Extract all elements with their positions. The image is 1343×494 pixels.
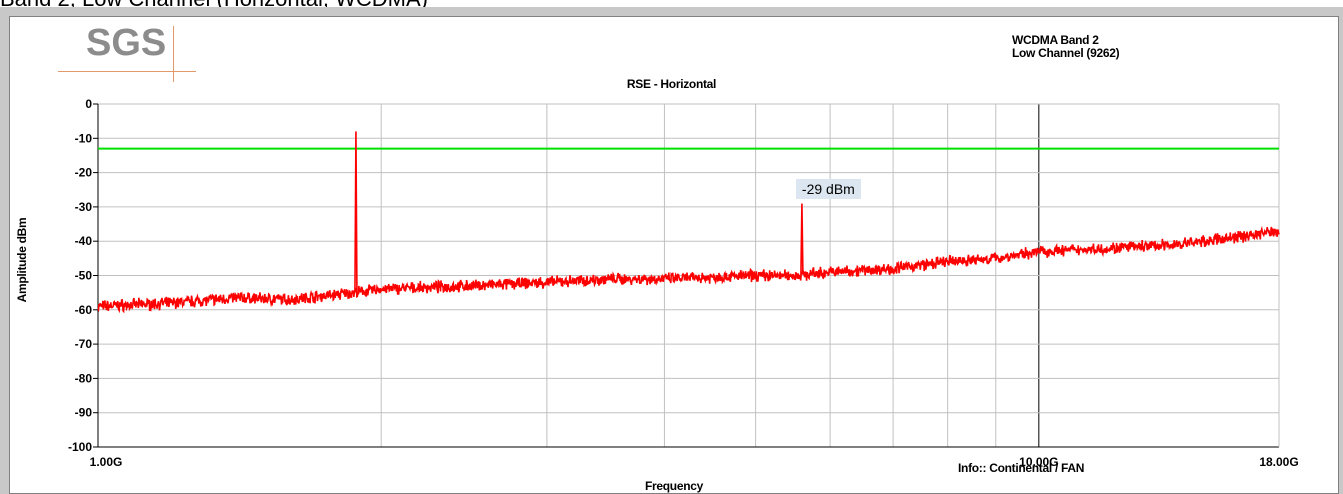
measurement-trace [97,225,1280,314]
y-tick-label: -100 [68,440,92,454]
peak-annotation: -29 dBm [795,179,861,200]
logo-rule-vertical [173,26,174,82]
figure-caption: Band 2, Low Channel (Horizontal, WCDMA) [0,0,428,12]
chart-panel [9,16,1339,494]
y-tick-label: -40 [75,234,93,248]
y-tick-label: -30 [75,200,93,214]
sgs-logo: SGS [58,22,198,82]
emission-spike [354,131,358,293]
x-tick-label: 1.00G [90,455,123,469]
y-tick-label: -90 [75,406,93,420]
y-tick-label: -50 [75,269,93,283]
y-tick-label: 0 [85,97,92,111]
emission-spike [800,203,804,275]
logo-rule-horizontal [58,71,196,72]
chart-title: RSE - Horizontal [626,77,717,91]
band-label: WCDMA Band 2 [1012,33,1099,47]
x-tick-label: 10.00G [1019,455,1058,469]
channel-label: Low Channel (9262) [1012,46,1120,60]
y-tick-label: -80 [75,371,93,385]
y-tick-label: -10 [75,131,93,145]
info-text: Info:: Continental / FAN [958,461,1085,475]
x-axis-label: Frequency [645,479,703,493]
y-tick-label: -20 [75,166,93,180]
logo-text: SGS [86,22,167,64]
x-tick-label: 18.00G [1259,455,1298,469]
y-tick-label: -60 [75,303,93,317]
y-tick-label: -70 [75,337,93,351]
test-header: WCDMA Band 2 Low Channel (9262) [1012,33,1120,60]
